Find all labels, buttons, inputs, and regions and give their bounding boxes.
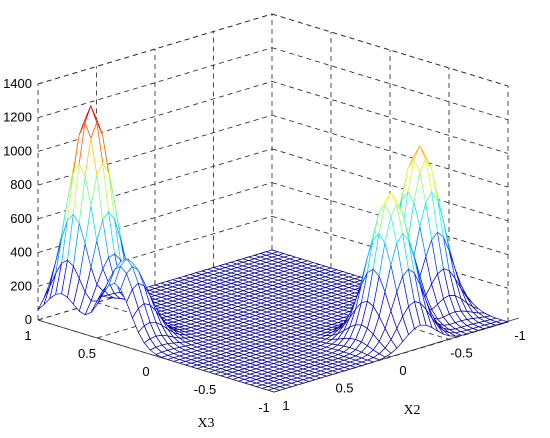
x-tick-label: -0.5 <box>194 382 216 397</box>
z-tick-label: 1200 <box>3 110 32 125</box>
floor-front-edge <box>273 317 520 393</box>
y-tick-label: 0 <box>399 363 406 378</box>
z-tick-label: 1400 <box>3 76 32 91</box>
y-tick-label: -1 <box>514 328 526 343</box>
x-tick-label: -1 <box>258 400 270 415</box>
x-axis-label: X3 <box>197 416 214 431</box>
z-tick-label: 0 <box>25 312 32 327</box>
z-tick-label: 1000 <box>3 143 32 158</box>
y-tick-label: 0.5 <box>335 381 353 396</box>
x-tick-label: 0 <box>142 364 149 379</box>
grid-z-line <box>37 47 273 119</box>
y-axis-label: X2 <box>403 403 420 418</box>
z-tick-label: 600 <box>10 211 32 226</box>
tick-labels: 0 200 400 600 800 1000 1200 1400 -1 -0.5 0 0.5 1 -1 -0… <box>3 76 526 415</box>
y-tick-label: 1 <box>282 398 289 413</box>
surface-mesh <box>37 104 510 393</box>
grid-z-line <box>37 13 273 85</box>
y-tick-label: -0.5 <box>450 346 472 361</box>
grid-z-line <box>37 81 273 152</box>
x-tick-label: 1 <box>24 328 31 343</box>
floor-front-edge <box>37 319 275 393</box>
z-tick-label: 400 <box>10 245 32 260</box>
z-tick-label: 800 <box>10 177 32 192</box>
z-tick-label: 200 <box>10 278 32 293</box>
x-tick-label: 0.5 <box>78 346 96 361</box>
